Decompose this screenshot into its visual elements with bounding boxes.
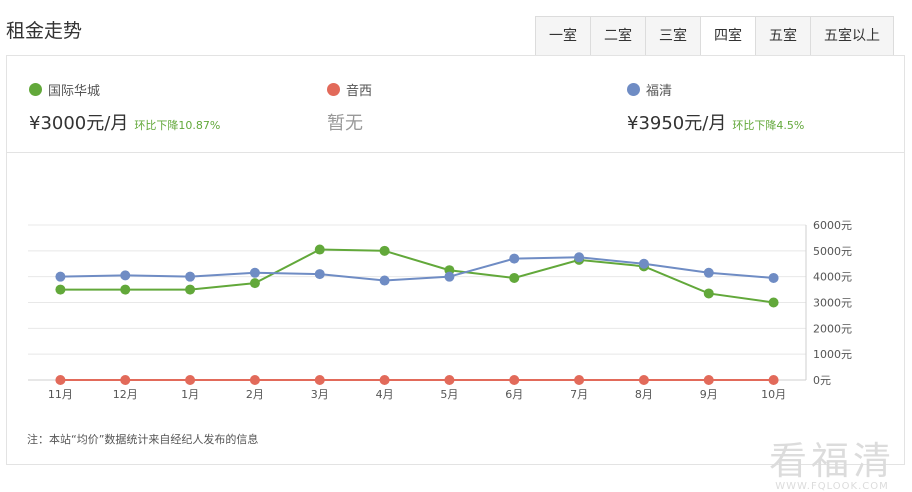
area-name: 福清	[646, 84, 673, 99]
data-point	[185, 375, 196, 385]
area-summary-guojihuacheng: 国际华城 ¥3000元/月 环比下降10.87%	[29, 80, 220, 135]
area-name: 音西	[346, 84, 373, 99]
x-tick-label: 11月	[48, 388, 73, 401]
y-tick-label: 6000元	[813, 219, 852, 232]
area-name: 国际华城	[48, 84, 101, 99]
data-point	[768, 297, 779, 308]
data-point	[314, 269, 325, 280]
data-point	[574, 252, 585, 263]
area-price: ¥3000元/月	[29, 113, 129, 134]
data-point	[703, 375, 714, 385]
x-tick-label: 7月	[570, 388, 588, 401]
data-point	[120, 375, 131, 385]
data-point	[574, 375, 585, 385]
area-price: ¥3950元/月	[627, 113, 727, 134]
x-tick-label: 2月	[246, 388, 264, 401]
series-line	[60, 248, 774, 304]
y-tick-label: 0元	[813, 374, 831, 387]
data-point	[55, 375, 66, 385]
data-point	[444, 375, 455, 385]
series-line	[60, 256, 774, 282]
tab-four-room[interactable]: 四室	[700, 16, 755, 56]
data-point	[638, 375, 649, 385]
series-dot-icon	[29, 83, 42, 96]
watermark-logo: 看福清 WWW.FQLOOK.COM	[762, 441, 902, 492]
data-source-note: 注：本站“均价”数据统计来自经纪人发布的信息	[27, 433, 259, 446]
tab-five-plus-room[interactable]: 五室以上	[810, 16, 894, 56]
data-point	[249, 278, 260, 289]
watermark-text: 看福清	[768, 439, 895, 483]
area-change: 环比下降4.5%	[732, 119, 805, 132]
data-point	[120, 270, 131, 281]
x-tick-label: 9月	[700, 388, 718, 401]
x-tick-label: 3月	[311, 388, 329, 401]
y-tick-label: 4000元	[813, 271, 852, 284]
data-point	[249, 267, 260, 278]
data-point	[509, 253, 520, 264]
rent-trend-chart: 0元 1000元 2000元 3000元 4000元 5000元 6000元 11月 12月 1月…	[28, 219, 852, 401]
x-tick-label: 12月	[113, 388, 138, 401]
data-point	[314, 375, 325, 385]
tab-two-room[interactable]: 二室	[590, 16, 645, 56]
data-point	[638, 258, 649, 269]
data-point	[509, 272, 520, 283]
tab-one-room[interactable]: 一室	[535, 16, 590, 56]
x-tick-label: 6月	[505, 388, 523, 401]
x-tick-label: 5月	[440, 388, 458, 401]
room-type-tabs: 一室 二室 三室 四室 五室 五室以上	[535, 16, 894, 56]
data-point	[379, 245, 390, 256]
series-dot-icon	[327, 83, 340, 96]
x-tick-label: 10月	[761, 388, 786, 401]
data-point	[379, 275, 390, 286]
data-point	[703, 267, 714, 278]
y-tick-label: 2000元	[813, 322, 852, 335]
y-tick-label: 1000元	[813, 348, 852, 361]
y-tick-label: 5000元	[813, 245, 852, 258]
series-dot-icon	[627, 83, 640, 96]
area-summary-yinxi: 音西 暂无	[327, 80, 372, 135]
data-point	[314, 244, 325, 255]
data-point	[249, 375, 260, 385]
data-point	[509, 375, 520, 385]
page-title: 租金走势	[6, 20, 83, 42]
area-price: 暂无	[327, 113, 363, 134]
data-point	[55, 284, 66, 295]
data-point	[768, 272, 779, 283]
divider	[7, 152, 904, 153]
tab-three-room[interactable]: 三室	[645, 16, 700, 56]
data-point	[379, 375, 390, 385]
data-point	[55, 271, 66, 282]
data-point	[703, 288, 714, 299]
x-tick-label: 1月	[181, 388, 199, 401]
tab-five-room[interactable]: 五室	[755, 16, 810, 56]
data-point	[185, 284, 196, 295]
area-change: 环比下降10.87%	[134, 119, 221, 132]
x-tick-label: 8月	[635, 388, 653, 401]
x-tick-label: 4月	[376, 388, 394, 401]
data-point	[444, 271, 455, 282]
watermark-url: WWW.FQLOOK.COM	[775, 481, 889, 492]
y-tick-label: 3000元	[813, 297, 852, 310]
area-summary-fuqing: 福清 ¥3950元/月 环比下降4.5%	[627, 80, 804, 135]
rent-trend-panel: 国际华城 ¥3000元/月 环比下降10.87% 音西 暂无 福清 ¥3950元…	[6, 55, 905, 492]
data-point	[768, 375, 779, 385]
data-point	[185, 271, 196, 282]
data-point	[120, 284, 131, 295]
